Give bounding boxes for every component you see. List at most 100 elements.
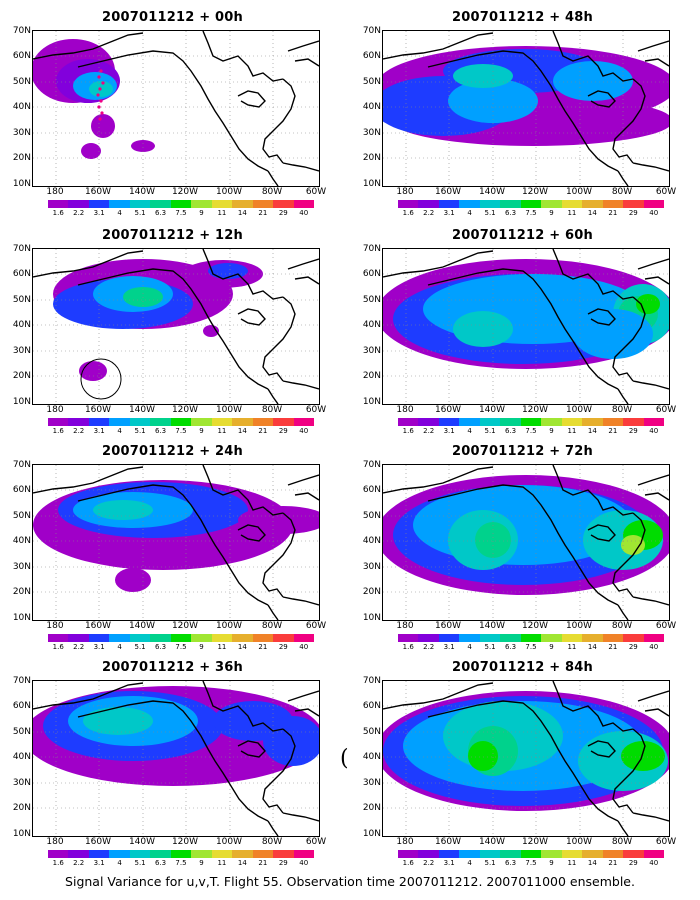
flight-observation-point bbox=[97, 105, 101, 109]
coastline bbox=[612, 78, 646, 164]
coastline bbox=[33, 250, 144, 278]
colorbar bbox=[48, 200, 315, 208]
coastline bbox=[637, 690, 669, 702]
coastline bbox=[632, 380, 669, 390]
flight-observation-point bbox=[98, 87, 102, 91]
longitude-label: 60W bbox=[305, 837, 327, 847]
colorbar-swatch bbox=[398, 200, 419, 208]
latitude-label: 40N bbox=[12, 536, 31, 546]
colorbar-label: 11 bbox=[217, 859, 227, 867]
variance-contour bbox=[453, 311, 513, 347]
coastline bbox=[287, 258, 319, 270]
colorbar-swatch bbox=[293, 418, 315, 426]
colorbar-label: 7.5 bbox=[175, 427, 187, 435]
colorbar-label: 11 bbox=[567, 859, 577, 867]
colorbar-label: 21 bbox=[258, 859, 268, 867]
colorbar-label: 9 bbox=[199, 859, 204, 867]
colorbar-label: 4 bbox=[117, 859, 122, 867]
latitude-label: 30N bbox=[362, 562, 381, 572]
colorbar-swatch bbox=[479, 200, 501, 208]
colorbar bbox=[398, 850, 665, 858]
latitude-label: 10N bbox=[12, 179, 31, 189]
colorbar-label: 4 bbox=[117, 209, 122, 217]
coastline bbox=[383, 32, 494, 60]
coastline bbox=[294, 492, 319, 501]
colorbar-label: 29 bbox=[278, 643, 288, 651]
coastline bbox=[552, 681, 634, 732]
colorbar-swatch bbox=[109, 200, 130, 208]
latitude-label: 10N bbox=[12, 397, 31, 407]
colorbar-swatch bbox=[582, 850, 603, 858]
colorbar-swatch bbox=[109, 634, 130, 642]
latitude-label: 40N bbox=[362, 320, 381, 330]
latitude-label: 30N bbox=[12, 128, 31, 138]
coastline bbox=[202, 465, 284, 516]
colorbar-swatch bbox=[418, 418, 439, 426]
coastline bbox=[617, 820, 629, 836]
colorbar-label: 1.6 bbox=[52, 859, 64, 867]
longitude-label: 160W bbox=[434, 621, 462, 631]
flight-observation-point bbox=[96, 93, 100, 97]
colorbar-swatch bbox=[48, 418, 69, 426]
colorbar-label: 2.2 bbox=[73, 427, 85, 435]
forecast-panel: 2007011212 + 60h 70N 60N 50N 40N 30N 20N 10N 180… bbox=[350, 228, 695, 443]
coastline bbox=[617, 604, 629, 620]
coastline bbox=[294, 276, 319, 285]
colorbar-label: 6.3 bbox=[504, 427, 517, 435]
colorbar-label: 5.1 bbox=[134, 209, 146, 217]
colorbar-swatch bbox=[561, 200, 583, 208]
latitude-label: 10N bbox=[362, 829, 381, 839]
forecast-panel: 2007011212 + 12h 70N 60N 50N 40N 30N 20N 10N 180… bbox=[0, 228, 345, 443]
variance-contour bbox=[553, 61, 633, 101]
coastline bbox=[282, 380, 319, 390]
coastline bbox=[287, 474, 319, 486]
coastline bbox=[294, 708, 319, 717]
colorbar-swatch bbox=[418, 634, 439, 642]
variance-map bbox=[383, 465, 669, 620]
colorbar-swatch bbox=[252, 850, 274, 858]
latitude-label: 40N bbox=[12, 752, 31, 762]
colorbar-swatch bbox=[273, 200, 294, 208]
longitude-label: 80W bbox=[261, 837, 283, 847]
colorbar-label: 7.5 bbox=[525, 643, 537, 651]
colorbar bbox=[398, 200, 665, 208]
colorbar-swatch bbox=[211, 200, 233, 208]
variance-map bbox=[33, 31, 319, 186]
colorbar-label: 14 bbox=[237, 427, 247, 435]
longitude-label: 120W bbox=[521, 837, 549, 847]
latitude-label: 50N bbox=[362, 511, 381, 521]
latitude-label: 20N bbox=[12, 803, 31, 813]
coastline bbox=[644, 492, 669, 501]
colorbar-swatch bbox=[582, 418, 603, 426]
colorbar-label: 40 bbox=[649, 209, 659, 217]
map-frame bbox=[32, 30, 320, 187]
colorbar-swatch bbox=[88, 200, 110, 208]
longitude-label: 180 bbox=[46, 621, 64, 631]
colorbar-swatch bbox=[88, 850, 110, 858]
flight-observation-point bbox=[99, 99, 103, 103]
latitude-label: 20N bbox=[362, 153, 381, 163]
coastline bbox=[77, 50, 269, 172]
variance-contour bbox=[475, 522, 511, 558]
coastline bbox=[33, 466, 144, 494]
longitude-label: 140W bbox=[128, 405, 156, 415]
variance-contour bbox=[208, 263, 248, 279]
colorbar-label: 9 bbox=[549, 427, 554, 435]
colorbar-swatch bbox=[129, 850, 151, 858]
latitude-label: 30N bbox=[12, 778, 31, 788]
longitude-label: 140W bbox=[128, 837, 156, 847]
colorbar-label: 5.1 bbox=[484, 427, 496, 435]
longitude-label: 100W bbox=[565, 621, 593, 631]
colorbar-swatch bbox=[520, 200, 542, 208]
variance-map bbox=[383, 31, 669, 186]
variance-contour bbox=[573, 309, 653, 359]
coastline bbox=[427, 484, 619, 606]
colorbar-label: 11 bbox=[567, 209, 577, 217]
colorbar-labels: 1.6 2.2 3.1 4 5.1 6.3 7.5 9 11 14 21 29 40 bbox=[398, 428, 664, 437]
colorbar-label: 14 bbox=[237, 643, 247, 651]
longitude-label: 120W bbox=[171, 837, 199, 847]
colorbar-swatch bbox=[398, 634, 419, 642]
longitude-label: 100W bbox=[215, 621, 243, 631]
coastline bbox=[262, 78, 296, 164]
colorbar-swatch bbox=[170, 200, 192, 208]
